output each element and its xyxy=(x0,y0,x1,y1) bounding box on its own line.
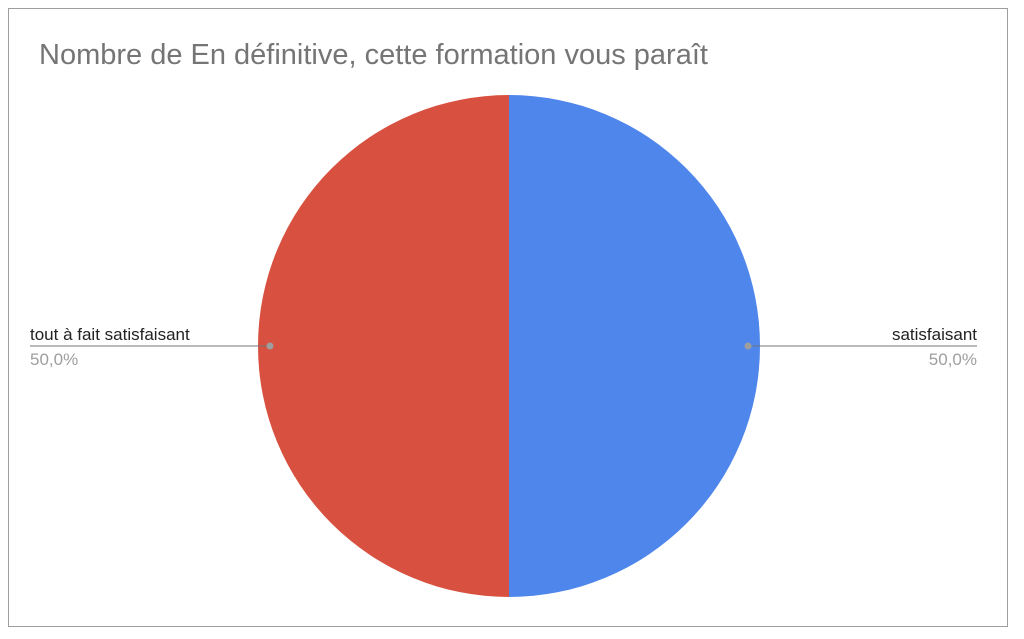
pie-slice-satisfaisant xyxy=(509,95,760,597)
slice-percent-tout-fait-satisfaisant: 50,0% xyxy=(30,350,78,369)
slice-label-satisfaisant: satisfaisant xyxy=(892,325,977,344)
chart-title: Nombre de En définitive, cette formation… xyxy=(39,39,708,71)
pie-slice-tout-fait-satisfaisant xyxy=(258,95,509,597)
slice-percent-satisfaisant: 50,0% xyxy=(929,350,977,369)
callout-dot-tout-fait-satisfaisant xyxy=(266,342,274,350)
slice-label-tout-fait-satisfaisant: tout à fait satisfaisant xyxy=(30,325,190,344)
callout-dot-satisfaisant xyxy=(744,342,752,350)
